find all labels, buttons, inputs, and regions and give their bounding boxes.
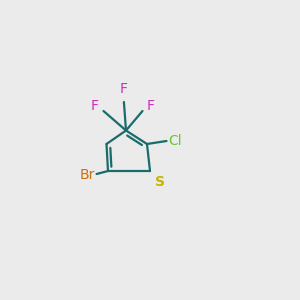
- Text: F: F: [91, 100, 99, 113]
- Text: Br: Br: [80, 168, 95, 182]
- Text: Cl: Cl: [168, 134, 182, 148]
- Text: F: F: [147, 100, 155, 113]
- Text: F: F: [120, 82, 128, 96]
- Text: S: S: [154, 175, 164, 189]
